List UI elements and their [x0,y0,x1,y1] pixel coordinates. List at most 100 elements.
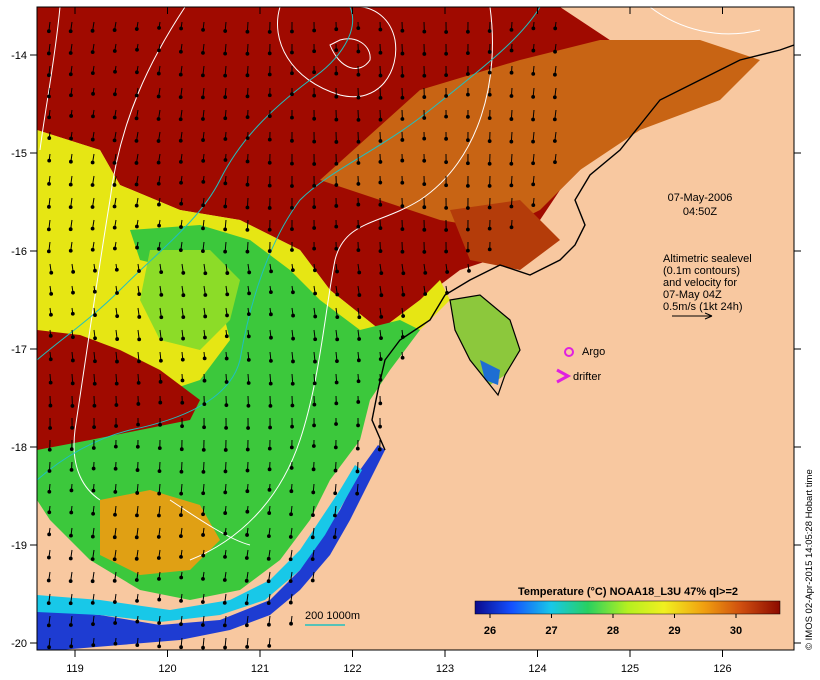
velocity-arrow-head [244,601,249,606]
velocity-arrow-head [465,206,470,210]
velocity-arrow-head [69,114,74,118]
velocity-arrow-head [313,337,318,342]
velocity-arrow-head [223,116,228,121]
velocity-arrow-head [355,446,360,451]
velocity-arrow-head [179,513,183,517]
velocity-arrow-head [159,292,164,297]
velocity-arrow-head [112,600,117,604]
velocity-arrow-head [266,601,271,606]
velocity-arrow-head [47,94,51,99]
velocity-arrow-head [356,49,361,54]
colorbar-tick-label: 28 [607,625,619,637]
velocity-arrow-head [531,94,536,99]
velocity-arrow-head [335,337,340,342]
velocity-arrow-head [112,246,117,251]
velocity-arrow-head [531,139,535,144]
velocity-arrow-head [356,202,361,207]
velocity-arrow-head [245,447,250,452]
velocity-arrow-head [487,139,492,144]
velocity-arrow-head [267,72,272,77]
velocity-arrow-head [92,289,97,294]
bay-patch [450,295,520,385]
altimetry-note-line1: Altimetric sealevel [663,253,752,265]
velocity-arrow-head [291,290,295,295]
lon-tick-label: 121 [251,663,269,675]
velocity-arrow-head [312,402,317,407]
velocity-arrow-head [178,248,183,253]
velocity-arrow-head [135,70,139,75]
velocity-arrow-head [91,511,96,516]
velocity-arrow-head [333,491,338,496]
coastline [371,44,794,451]
velocity-arrow-head [245,205,250,210]
velocity-arrow-head [47,489,52,494]
velocity-arrow-head [268,404,273,408]
velocity-arrow-head [134,93,139,98]
velocity-arrow-head [312,423,316,428]
velocity-arrow-head [93,336,97,341]
velocity-arrow-head [134,116,139,121]
velocity-arrow-head [47,204,51,209]
velocity-arrow-head [267,511,272,515]
velocity-arrow-head [178,138,183,143]
velocity-arrow-head [223,227,228,232]
velocity-arrow-head [112,225,117,230]
velocity-arrow-head [69,136,73,141]
velocity-arrow-head [112,161,117,165]
velocity-arrow-head [335,359,339,364]
velocity-arrow-head [223,29,228,33]
velocity-arrow-head [225,292,230,297]
velocity-arrow-head [378,226,383,230]
velocity-arrow-head [335,269,339,274]
velocity-arrow-head [378,27,383,32]
velocity-arrow-head [90,579,95,584]
lon-tick-label: 123 [436,663,454,675]
velocity-arrow-head [333,513,337,518]
velocity-arrow-head [245,29,250,34]
velocity-arrow-head [400,117,405,121]
velocity-arrow-head [46,227,51,232]
velocity-arrow-head [291,336,295,341]
velocity-arrow-head [311,467,316,472]
velocity-arrow-head [47,469,52,473]
velocity-arrow-head [334,204,339,208]
velocity-arrow-head [355,491,360,496]
velocity-arrow-head [136,422,140,427]
velocity-arrow-head [444,136,448,141]
velocity-arrow-head [422,227,427,232]
velocity-arrow-head [334,246,339,251]
velocity-arrow-head [400,28,405,33]
velocity-arrow-head [69,488,74,493]
velocity-arrow-head [201,50,205,55]
velocity-arrow-head [400,204,405,209]
velocity-arrow-head [553,49,557,54]
velocity-arrow-head [313,359,317,364]
velocity-arrow-head [290,50,294,55]
velocity-arrow-head [445,290,449,295]
velocity-arrow-head [90,205,95,209]
velocity-arrow-head [158,400,163,405]
velocity-arrow-head [422,136,427,141]
velocity-arrow-head [156,160,161,165]
velocity-arrow-head [267,93,272,98]
velocity-arrow-head [290,115,294,120]
velocity-arrow-head [487,50,492,54]
velocity-arrow-head [225,313,229,318]
velocity-arrow-head [112,204,117,209]
velocity-arrow-head [378,202,383,207]
velocity-arrow-head [267,446,272,451]
velocity-arrow-head [267,183,272,188]
velocity-arrow-head [356,26,361,31]
velocity-arrow-head [223,51,228,56]
velocity-arrow-head [356,118,361,122]
velocity-arrow-head [137,269,141,273]
velocity-arrow-head [466,248,470,253]
velocity-arrow-head [487,116,492,121]
colorbar-tick-label: 26 [484,625,496,637]
velocity-arrow-head [290,29,294,34]
velocity-arrow-head [245,227,250,232]
velocity-arrow-head [357,270,362,275]
velocity-arrow-head [422,250,427,254]
velocity-arrow-head [267,114,272,119]
velocity-arrow-head [357,337,362,341]
